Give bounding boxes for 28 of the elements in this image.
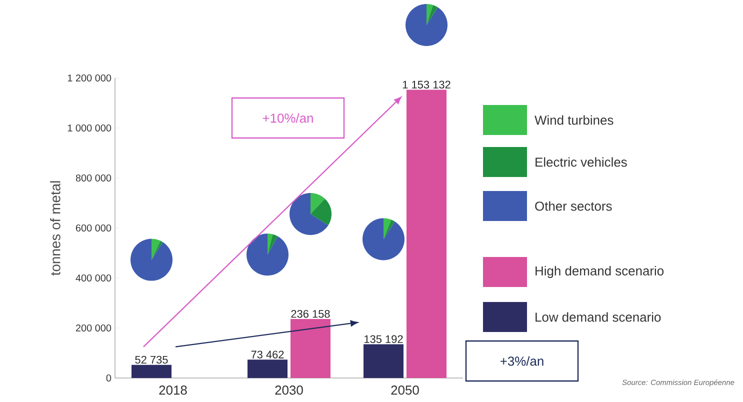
x-tick-label: 2030 [275,386,303,395]
data-label: 52 735 [135,356,168,364]
bar [132,364,172,378]
data-label: 236 158 [291,310,330,318]
bar [248,360,288,378]
y-tick-label: 1 000 000 [68,124,112,132]
data-label: 1 153 132 [402,80,450,89]
x-tick-label: 2050 [391,386,419,395]
data-label: 135 192 [364,335,403,344]
legend-label: Low demand scenario [536,312,661,322]
annotation: +10%/an [262,113,313,123]
legend-label: High demand scenario [536,266,664,278]
legend-label: Other sectors [535,201,612,211]
legend-label: Electric vehicles [536,157,627,167]
bar [290,318,331,378]
y-tick-label: 1 200 000 [68,74,112,82]
x-tick-label: 2018 [159,386,187,395]
y-axis-title: tonnes of metal [50,181,60,276]
text: +3%/an [500,356,544,366]
y-tick-label: 600 000 [76,224,112,232]
data-label: 73 462 [251,350,284,358]
bar [406,90,447,378]
y-tick-label: 800 000 [76,174,112,182]
y-tick-label: 0 [106,374,112,382]
y-tick-label: 200 000 [76,324,112,332]
y-tick-label: 400 000 [76,274,112,282]
legend-label: Wind turbines [534,115,614,125]
bar [364,344,404,378]
